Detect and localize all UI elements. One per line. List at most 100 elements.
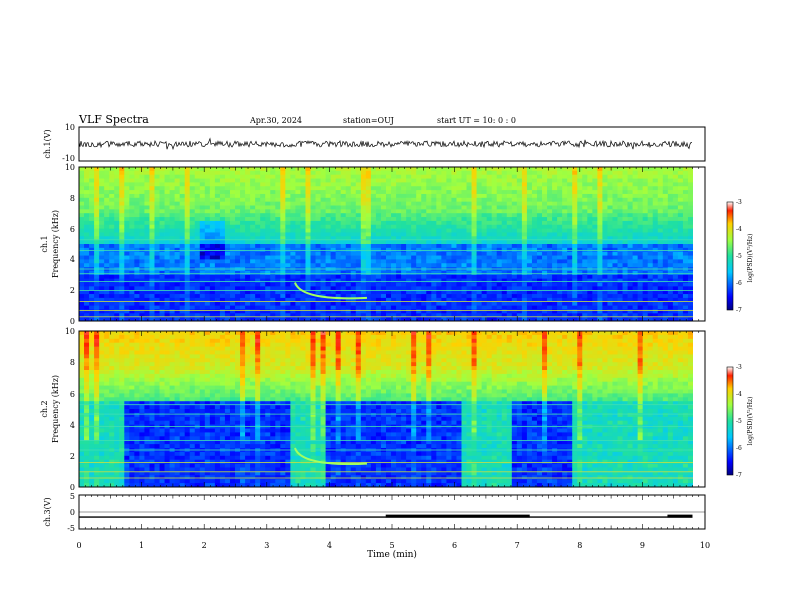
- spectrogram-cell: [345, 251, 352, 256]
- spectrogram-cell: [285, 182, 291, 187]
- spectrogram-cell: [345, 182, 352, 187]
- spectrogram-cell: [94, 182, 100, 187]
- spectrogram-cell: [209, 286, 216, 291]
- spectrogram-cell: [396, 247, 402, 253]
- spectrogram-cell: [114, 305, 120, 310]
- spectrogram-cell: [219, 205, 226, 210]
- spectrogram-cell: [149, 205, 155, 210]
- spectrogram-cell: [199, 220, 206, 226]
- spectrogram-cell: [602, 255, 608, 260]
- spectrogram-cell: [179, 294, 186, 299]
- spectrogram-cell: [164, 170, 170, 176]
- spectrogram-cell: [300, 193, 306, 199]
- spectrogram-cell: [406, 209, 412, 214]
- spectrogram-cell: [426, 197, 432, 203]
- spectrogram-cell: [370, 190, 377, 195]
- spectrogram-cell: [471, 270, 477, 276]
- spectrogram-cell: [209, 224, 216, 229]
- spectrogram-cell: [391, 294, 397, 299]
- spectrogram-cell: [375, 236, 382, 241]
- spectrogram-cell: [526, 263, 533, 268]
- spectrogram-cell: [521, 305, 528, 310]
- spectrogram-cell: [491, 301, 498, 306]
- spectrogram-cell: [677, 182, 684, 187]
- spectrogram-cell: [164, 167, 170, 172]
- spectrogram-cell: [642, 167, 649, 172]
- spectrogram-cell: [174, 193, 181, 199]
- spectrogram-cell: [189, 259, 196, 264]
- spectrogram-cell: [245, 209, 251, 214]
- spectrogram-cell: [682, 309, 689, 314]
- spectrogram-cell: [687, 186, 694, 191]
- spectrogram-cell: [421, 220, 427, 226]
- spectrogram-cell: [436, 193, 442, 199]
- spectrogram-cell: [642, 259, 649, 264]
- spectrogram-cell: [219, 305, 226, 310]
- spectrogram-cell: [602, 263, 608, 268]
- spectrogram-cell: [542, 259, 548, 264]
- spectrogram-cell: [174, 270, 181, 276]
- spectrogram-cell: [441, 232, 447, 237]
- spectrogram-cell: [672, 193, 679, 199]
- spectrogram-cell: [179, 240, 186, 245]
- spectrogram-cell: [657, 313, 664, 318]
- spectrogram-cell: [436, 228, 442, 233]
- spectrogram-cell: [667, 170, 674, 176]
- spectrogram-cell: [109, 205, 115, 210]
- spectrogram-cell: [144, 182, 150, 187]
- spectrogram-cell: [285, 263, 291, 268]
- spectrogram-cell: [652, 301, 659, 306]
- spectrogram-cell: [194, 228, 201, 233]
- spectrogram-cell: [567, 259, 573, 264]
- spectrogram-cell: [486, 209, 493, 214]
- spectrogram-cell: [295, 228, 301, 233]
- spectrogram-cell: [672, 294, 679, 299]
- spectrogram-cell: [642, 309, 649, 314]
- spectrogram-cell: [285, 205, 291, 210]
- spectrogram-cell: [280, 317, 286, 322]
- spectrogram-cell: [642, 232, 649, 237]
- spectrogram-cell: [521, 228, 528, 233]
- spectrogram-cell: [360, 309, 367, 314]
- spectrogram-cell: [622, 224, 628, 229]
- spectrogram-cell: [179, 220, 186, 226]
- spectrogram-cell: [99, 167, 105, 172]
- spectrogram-cell: [612, 244, 618, 249]
- spectrogram-cell: [79, 167, 85, 172]
- spectrogram-cell: [340, 259, 347, 264]
- spectrogram-cell: [280, 244, 286, 249]
- spectrogram-cell: [677, 244, 684, 249]
- spectrogram-cell: [305, 174, 311, 179]
- spectrogram-cell: [345, 201, 352, 206]
- spectrogram-cell: [144, 274, 150, 280]
- spectrogram-cell: [209, 290, 216, 295]
- spectrogram-cell: [461, 255, 467, 260]
- spectrogram-cell: [531, 274, 538, 280]
- spectrogram-cell: [662, 282, 669, 287]
- spectrogram-cell: [340, 209, 347, 214]
- spectrogram-cell: [682, 213, 689, 218]
- spectrogram-cell: [637, 305, 644, 310]
- spectrogram-cell: [124, 294, 130, 299]
- spectrogram-cell: [235, 170, 241, 176]
- spectrogram-cell: [194, 290, 201, 295]
- spectrogram-cell: [547, 213, 553, 218]
- spectrogram-cell: [94, 201, 100, 206]
- spectrogram-cell: [129, 224, 135, 229]
- spectrogram-cell: [476, 205, 483, 210]
- spectrogram-cell: [174, 278, 181, 283]
- spectrogram-cell: [285, 167, 291, 172]
- spectrogram-cell: [325, 213, 332, 218]
- spectrogram-cell: [496, 174, 503, 179]
- spectrogram-cell: [587, 301, 593, 306]
- spectrogram-cell: [335, 313, 342, 318]
- spectrogram-cell: [305, 224, 311, 229]
- spectrogram-cell: [204, 247, 211, 253]
- spectrogram-cell: [260, 282, 266, 287]
- figure-title: VLF Spectra: [78, 113, 149, 126]
- spectrogram-cell: [446, 220, 452, 226]
- spectrogram-cell: [557, 217, 563, 222]
- spectrogram-cell: [380, 259, 387, 264]
- spectrogram-cell: [587, 190, 593, 195]
- spectrogram-cell: [592, 197, 598, 203]
